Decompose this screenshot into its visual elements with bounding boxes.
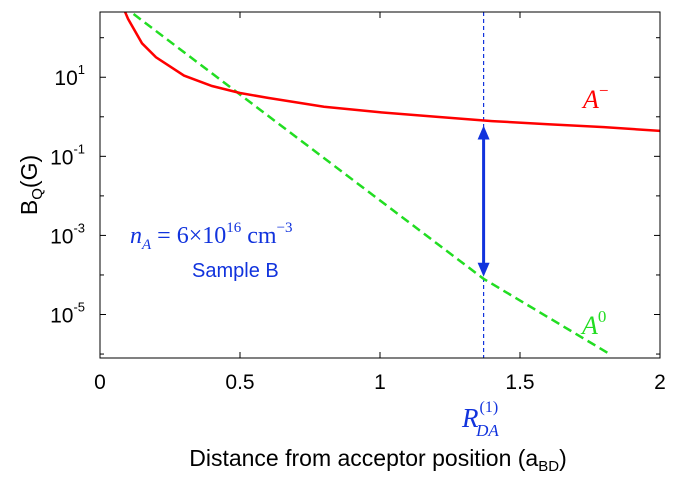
y-tick-label: 10-5 [50,300,85,328]
y-axis-title: BQ(G) [16,155,46,215]
x-tick-label: 1 [374,371,386,394]
plot-frame [99,11,661,359]
difference-arrow-head-bottom [477,262,490,277]
series-line-a-zero [128,12,611,356]
y-tick-label: 10-1 [50,141,85,169]
y-axis-ticks: 101 10-1 10-3 10-5 [50,37,660,355]
difference-arrow [477,125,490,277]
series-label-a-zero: A0 [580,307,606,340]
x-axis-title: Distance from acceptor position (aBD) [189,445,567,475]
x-tick-label: 1.5 [505,371,534,394]
x-tick-label: 0.5 [225,371,254,394]
x-tick-label: 0 [94,371,106,394]
radius-annotation: R(1) DA [461,399,499,440]
series-label-a-minus: A− [581,81,608,114]
x-axis-ticks: 0 0.5 1 1.5 2 [94,12,666,394]
y-tick-label: 101 [54,62,85,90]
sample-annotation: Sample B [192,260,279,282]
series-line-a-minus [123,12,660,133]
y-tick-label: 10-3 [50,220,85,248]
x-tick-label: 2 [654,371,666,394]
difference-arrow-head-top [477,125,490,140]
density-annotation: nA = 6×1016 cm−3 [130,220,293,253]
